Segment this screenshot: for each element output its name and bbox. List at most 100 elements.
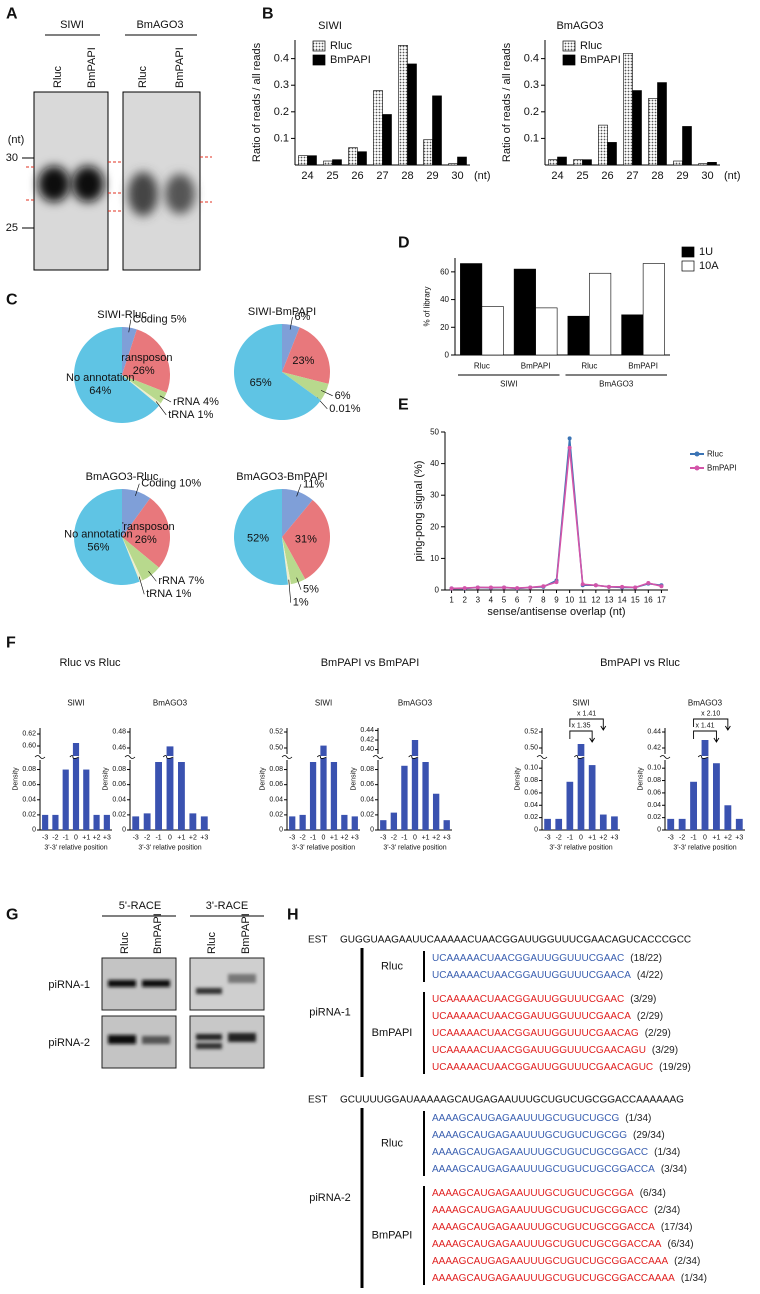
x-tick-label: 7 [528, 596, 533, 605]
y-tick-label: 0.10 [524, 765, 538, 772]
series-line [451, 447, 662, 590]
group-title: BmPAPI vs BmPAPI [321, 657, 420, 669]
leader [320, 390, 333, 397]
value-label: 56% [87, 541, 109, 553]
x-tick-label: +1 [82, 835, 90, 842]
x-tick-label: -2 [556, 835, 562, 842]
y-tick-label: 20 [440, 323, 449, 332]
bar [103, 814, 110, 830]
lane-label: BmPAPI [86, 47, 98, 88]
value-label: 1% [198, 409, 214, 421]
read: UCAAAAACUAACGGAUUGGUUUCGAACAG (2/29) [432, 1028, 671, 1039]
group-title: Rluc vs Rluc [59, 657, 121, 669]
y-axis-label: Density [260, 767, 267, 791]
x-tick-label: +3 [735, 835, 743, 842]
chart-subtitle: SIWI [572, 699, 589, 708]
bar [155, 762, 162, 830]
bar [407, 63, 417, 166]
slice-label: rRNA 4% [173, 396, 219, 408]
bar [698, 163, 708, 166]
x-tick-label: -2 [300, 835, 306, 842]
x-tick-label: 25 [576, 170, 588, 182]
slice [282, 537, 306, 585]
value-label: 6% [294, 311, 310, 323]
chart-title: BmAGO3-BmPAPI [236, 471, 327, 483]
slice-label: No annotation 64% [66, 372, 135, 397]
x-tick-label: +3 [351, 835, 359, 842]
read: AAAAGCAUGAGAAUUUGCUGUCUGCGGACCAAA (2/34) [432, 1256, 700, 1267]
bar [707, 162, 717, 166]
value-label: 65% [250, 377, 272, 389]
axis-break [536, 755, 548, 759]
x-tick-label: 0 [703, 835, 707, 842]
bar [93, 814, 100, 830]
x-tick-label: -3 [544, 835, 550, 842]
legend-swatch [681, 260, 695, 272]
bar [667, 818, 675, 830]
axis-break [281, 755, 293, 759]
legend-label: BmPAPI [580, 54, 621, 66]
bar [422, 762, 429, 830]
x-unit: (nt) [724, 170, 741, 182]
break-mark [162, 755, 174, 759]
x-tick-label: 29 [426, 170, 438, 182]
bar [330, 762, 338, 830]
bar [724, 805, 732, 830]
y-tick-label: 0.08 [112, 766, 126, 773]
read-sequence: AAAAGCAUGAGAAUUUGCUGUCUGCGGACCAAA [432, 1256, 668, 1267]
panel-letter: G [6, 907, 18, 924]
break-mark [69, 755, 80, 759]
group-label: SIWI [500, 380, 517, 389]
read: AAAAGCAUGAGAAUUUGCUGUCUGCGGACCAAAA (1/34) [432, 1273, 707, 1284]
y-axis-label: Density [515, 767, 522, 791]
point [462, 586, 467, 591]
legend-label: 1U [699, 246, 713, 258]
y-axis-label: Density [638, 767, 645, 791]
x-tick-label: 27 [626, 170, 638, 182]
x-tick-label: 28 [651, 170, 663, 182]
y-tick-label: 40 [430, 459, 439, 468]
y-axis-label: Ratio of reads / all reads [501, 42, 513, 162]
x-tick-label: 16 [644, 596, 653, 605]
bar [443, 820, 450, 830]
bar [544, 818, 551, 830]
y-tick-label: 0.04 [360, 796, 374, 803]
group-label: Rluc [381, 961, 404, 973]
legend-label: Rluc [580, 40, 603, 52]
chart-subtitle: SIWI [315, 699, 332, 708]
band [128, 172, 158, 216]
bar [189, 813, 197, 830]
read-sequence: UCAAAAACUAACGGAUUGGUUUCGAACA [432, 1011, 631, 1022]
bracket [693, 718, 731, 731]
x-tick-label: +3 [443, 835, 451, 842]
x-tick-label: 26 [351, 170, 363, 182]
point [449, 586, 454, 591]
leader [289, 316, 293, 330]
legend-label: Rluc [330, 40, 353, 52]
read-sequence: UCAAAAACUAACGGAUUGGUUUCGAAC [432, 994, 624, 1005]
chart-subtitle: SIWI [67, 699, 84, 708]
marker-label: 30 [6, 152, 18, 164]
x-tick-label: 24 [301, 170, 313, 182]
y-tick-label: 40 [440, 295, 449, 304]
x-tick-label: 30 [701, 170, 713, 182]
bands [108, 974, 256, 1049]
bar [351, 816, 358, 830]
x-tick-label: BmPAPI [521, 362, 551, 371]
x-tick-label: 13 [605, 596, 614, 605]
panel-letter: F [6, 635, 16, 652]
category-label: No annotation [64, 528, 133, 540]
x-tick-label: 3 [476, 596, 481, 605]
chart-title: BmAGO3 [556, 20, 603, 32]
x-axis-label: 3'-3' relative position [138, 845, 201, 852]
x-tick-label: 26 [601, 170, 613, 182]
slice-label: 6% [294, 311, 310, 323]
read-count: (2/34) [674, 1256, 700, 1267]
read: AAAAGCAUGAGAAUUUGCUGUCUGCGGACCA (17/34) [432, 1222, 693, 1233]
x-tick-label: 6 [515, 596, 520, 605]
read: UCAAAAACUAACGGAUUGGUUUCGAACA (2/29) [432, 1011, 663, 1022]
read-count: (1/34) [654, 1147, 680, 1158]
x-tick-label: 11 [579, 596, 588, 605]
band [38, 166, 70, 202]
